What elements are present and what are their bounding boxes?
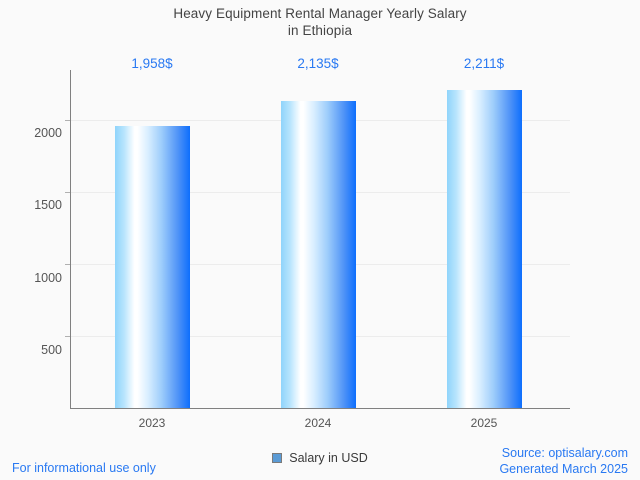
x-tick-label-2023: 2023: [138, 416, 166, 430]
source-attribution: Source: optisalary.com Generated March 2…: [499, 446, 628, 477]
plot-area: [65, 70, 570, 409]
disclaimer-text: For informational use only: [12, 461, 156, 475]
chart-title-line-2: in Ethiopia: [287, 23, 353, 38]
bar-2024[interactable]: [281, 100, 356, 408]
chart-title: Heavy Equipment Rental Manager Yearly Sa…: [0, 5, 640, 39]
y-tick-label-1500: 1500: [34, 198, 62, 213]
x-axis-line: [70, 408, 570, 409]
value-label-2025: 2,211$: [463, 56, 505, 71]
y-axis-tick-labels: 500 1000 1500 2000: [0, 70, 62, 409]
chart-title-line-1: Heavy Equipment Rental Manager Yearly Sa…: [173, 6, 467, 21]
bar-2025[interactable]: [447, 90, 522, 408]
generated-date-text: Generated March 2025: [499, 461, 628, 476]
y-tick-mark-500: [65, 336, 70, 338]
y-tick-mark-2000: [65, 120, 70, 122]
source-text: Source: optisalary.com: [501, 446, 628, 460]
x-tick-label-2025: 2025: [470, 416, 498, 430]
y-tick-label-1000: 1000: [34, 270, 62, 285]
y-tick-mark-1500: [65, 192, 70, 194]
y-tick-label-2000: 2000: [34, 125, 62, 140]
value-label-2023: 1,958$: [131, 56, 173, 71]
y-axis-line: [70, 70, 71, 409]
value-label-2024: 2,135$: [297, 56, 339, 71]
x-tick-label-2024: 2024: [304, 416, 332, 430]
legend-color-swatch-icon: [272, 453, 283, 463]
y-tick-mark-1000: [65, 264, 70, 266]
bar-2023[interactable]: [115, 126, 190, 408]
chart-legend[interactable]: Salary in USD: [0, 451, 640, 465]
y-tick-label-500: 500: [41, 343, 62, 358]
legend-entry-label: Salary in USD: [289, 451, 368, 465]
